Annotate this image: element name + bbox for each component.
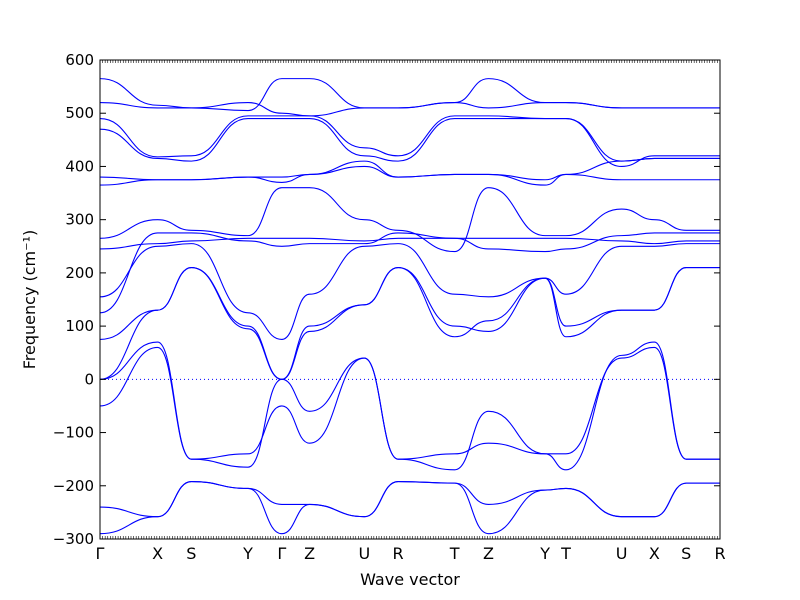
band-line-10 (99, 187, 720, 253)
x-path-label: R (714, 544, 725, 563)
x-path-label: Z (483, 544, 494, 563)
x-path-label: Γ (277, 544, 286, 563)
x-path-label: U (616, 544, 628, 563)
band-line-9 (99, 237, 720, 250)
y-tick-label: −100 (53, 424, 94, 442)
band-line-15 (99, 102, 720, 117)
x-path-label: T (449, 544, 460, 563)
band-line-6 (99, 267, 720, 380)
x-path-label: X (649, 544, 660, 563)
x-path-label: Z (304, 544, 315, 563)
y-tick-label: 200 (65, 264, 94, 282)
y-tick-label: 400 (65, 157, 94, 175)
band-line-13 (99, 117, 720, 167)
x-path-label: Y (242, 544, 253, 563)
band-line-1 (99, 480, 720, 535)
y-tick-label: 300 (65, 211, 94, 229)
y-tick-label: −200 (53, 477, 94, 495)
y-tick-label: 0 (84, 370, 94, 388)
x-path-label: S (681, 544, 691, 563)
band-line-2 (99, 480, 720, 518)
y-tick-label: −300 (53, 530, 94, 548)
band-lines (99, 78, 720, 535)
x-path-label: X (152, 544, 163, 563)
band-line-14 (99, 115, 720, 162)
y-axis-label: Frequency (cm⁻¹) (20, 230, 39, 369)
y-tick-label: 100 (65, 317, 94, 335)
band-line-5 (99, 267, 720, 380)
x-path-label: R (393, 544, 404, 563)
x-path-label: Γ (96, 544, 105, 563)
plot-frame (99, 59, 721, 540)
x-axis-label: Wave vector (360, 570, 460, 589)
y-tick-label: 600 (65, 51, 94, 69)
y-tick-label: 500 (65, 104, 94, 122)
band-line-3 (99, 346, 720, 460)
band-line-12 (99, 157, 720, 186)
x-path-label: U (358, 544, 370, 563)
band-line-4 (99, 341, 720, 471)
x-path-label: T (560, 544, 571, 563)
band-line-16 (99, 78, 720, 112)
band-line-11 (99, 165, 720, 186)
x-path-label: S (186, 544, 196, 563)
x-path-label: Y (539, 544, 550, 563)
band-line-7 (99, 243, 720, 340)
